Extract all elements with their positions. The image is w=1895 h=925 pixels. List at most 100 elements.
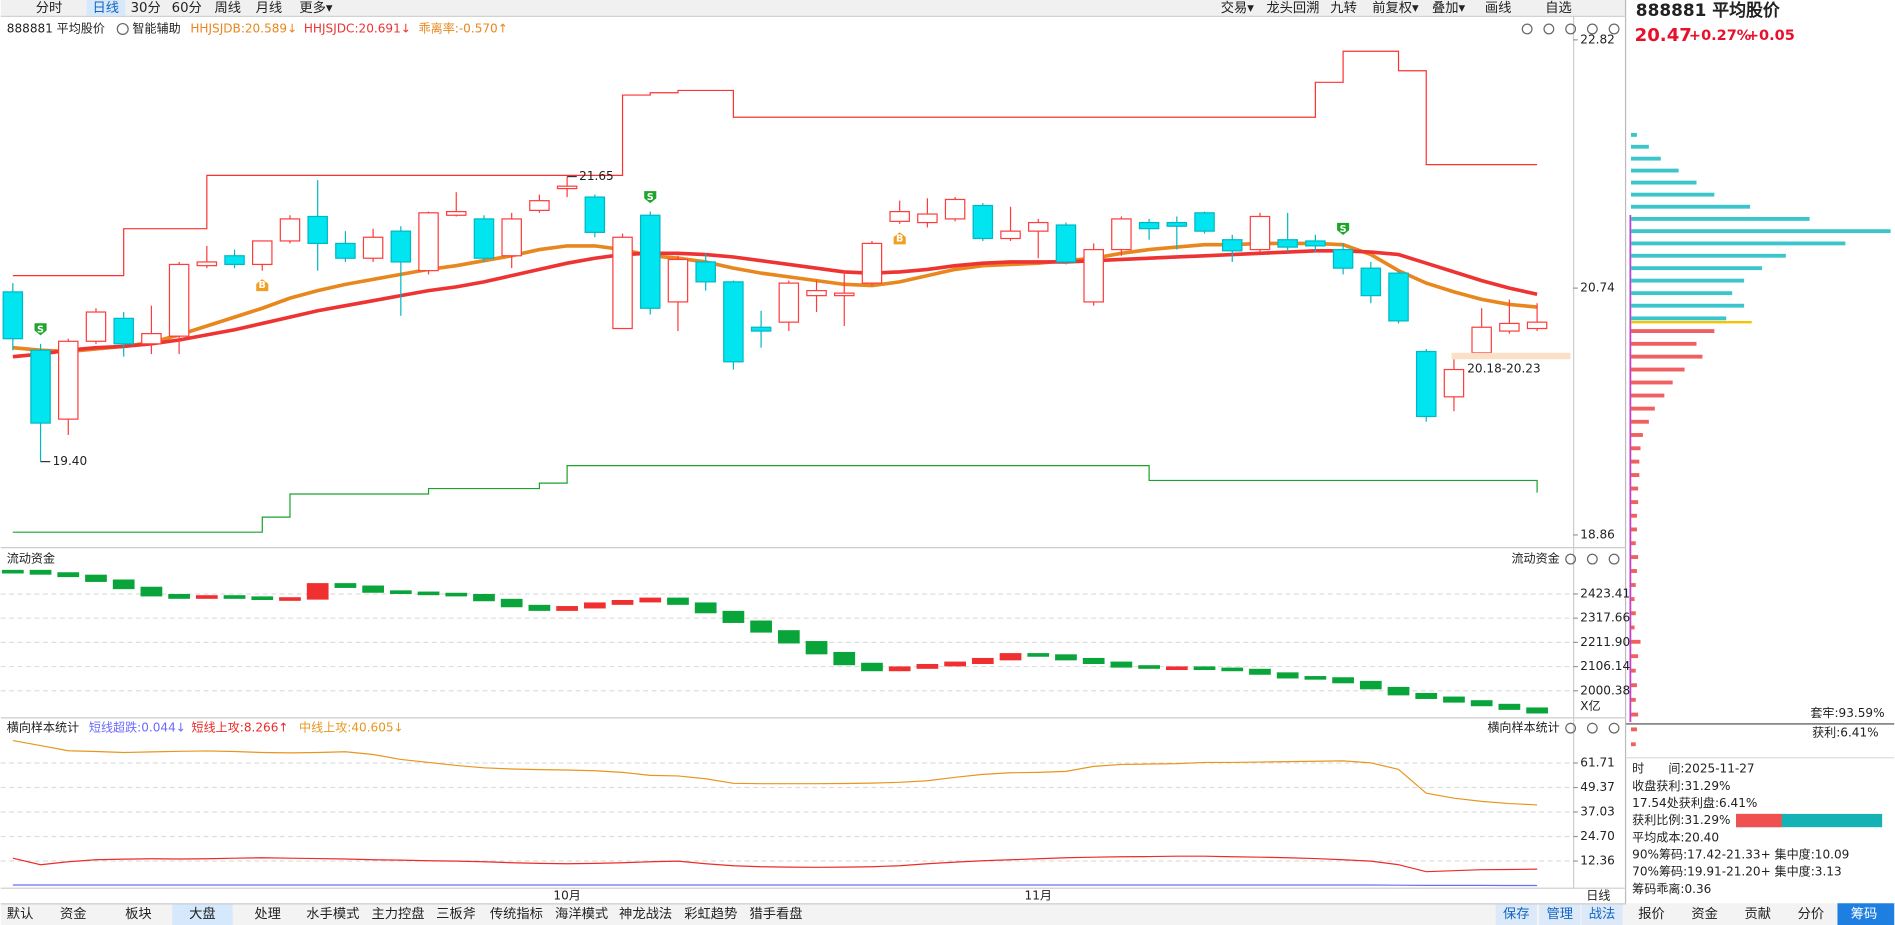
settings-icon[interactable] (1565, 553, 1577, 565)
candle-body (889, 210, 910, 222)
candle-body (473, 218, 495, 259)
candle-body (917, 213, 938, 224)
chip-bar (1630, 253, 1786, 258)
signal-marker (893, 232, 906, 245)
candle-body (972, 204, 994, 240)
quote-price: 20.47 (1635, 25, 1692, 46)
chip-bar (1630, 278, 1745, 283)
legend-entry: 中线上攻:40.605↓ (299, 720, 404, 735)
chip-bar (1630, 144, 1649, 149)
flow-block (971, 657, 994, 664)
bottom-tab-right[interactable]: 管理 (1546, 906, 1573, 922)
candle-body (1360, 267, 1382, 297)
bottom-tab[interactable]: 水手模式 (306, 906, 359, 922)
bottom-tab[interactable]: 板块 (125, 906, 152, 922)
bottom-tab[interactable]: 彩虹趋势 (684, 906, 737, 922)
assist-label[interactable]: 智能辅助 (132, 20, 180, 35)
help-icon[interactable] (1586, 23, 1598, 35)
candle-body (944, 198, 966, 220)
bottom-tab[interactable]: 大盘 (189, 905, 216, 922)
signal-marker (644, 191, 657, 204)
chip-bar (1630, 168, 1679, 173)
toolbar-button[interactable]: 月线 (256, 0, 283, 16)
y-tick-label: 22.82 (1580, 32, 1615, 46)
close-icon[interactable] (1608, 23, 1620, 35)
chip-bar (1630, 341, 1697, 346)
close-icon[interactable] (1608, 722, 1620, 734)
toolbar-button[interactable]: 叠加▾ (1432, 0, 1466, 16)
bottom-tab[interactable]: 三板斧 (436, 906, 476, 922)
flow-block (223, 595, 246, 599)
side-tab[interactable]: 筹码 (1851, 905, 1878, 922)
toolbar-button[interactable]: 前复权▾ (1372, 0, 1419, 16)
zoom-icon[interactable] (1521, 23, 1533, 35)
y-tick-label: 18.86 (1580, 527, 1615, 541)
tab-bg (1581, 904, 1623, 925)
chip-trapped: 套牢:93.59% (1810, 705, 1884, 720)
bottom-tab[interactable]: 猎手看盘 (749, 905, 802, 922)
candle-body (556, 185, 578, 190)
toolbar-button[interactable]: 分时 (36, 0, 63, 16)
bottom-tab[interactable]: 主力控盘 (372, 905, 425, 922)
chip-bar (1630, 367, 1685, 372)
signal-label: S (1340, 224, 1347, 235)
candle-body (667, 258, 689, 303)
candle-body (1221, 239, 1243, 252)
help-icon[interactable] (1586, 553, 1598, 565)
candle-body (1166, 221, 1188, 227)
toolbar-button[interactable]: 九转 (1330, 0, 1357, 16)
panel-icons[interactable] (1521, 23, 1620, 734)
flow-block (694, 602, 717, 614)
side-tab[interactable]: 报价 (1638, 906, 1665, 922)
candle-body (1388, 272, 1409, 322)
candle-body (529, 200, 550, 211)
chip-bar (1630, 446, 1641, 451)
toolbar-button[interactable]: 日线 (93, 0, 120, 16)
candle-body (224, 255, 245, 266)
toolbar-button[interactable]: 周线 (215, 0, 242, 16)
line-series (12, 855, 1538, 873)
candle-body (1305, 240, 1326, 247)
flow-block (833, 651, 856, 666)
toolbar-button[interactable]: 交易▾ (1221, 0, 1255, 16)
toolbar-button[interactable]: 30分 (131, 0, 161, 16)
bottom-tab-right[interactable]: 保存 (1503, 906, 1530, 922)
profit-ratio-bar (1736, 813, 1782, 828)
bottom-tab[interactable]: 资金 (60, 906, 87, 922)
help-icon[interactable] (1586, 722, 1598, 734)
side-tab[interactable]: 贡献 (1745, 906, 1772, 922)
toolbar-button[interactable]: 更多▾ (299, 0, 333, 16)
panel-title-right: 横向样本统计 (1487, 720, 1559, 735)
settings-icon[interactable] (1565, 23, 1577, 35)
flow-block (85, 574, 107, 582)
bottom-tab[interactable]: 处理 (254, 906, 281, 922)
toolbar-button[interactable]: 龙头回溯 (1266, 0, 1319, 16)
flow-block (279, 597, 301, 601)
flow-block (445, 592, 468, 597)
settings-icon[interactable] (1565, 722, 1577, 734)
bottom-tab[interactable]: 海洋模式 (555, 906, 608, 922)
flow-block (112, 579, 135, 590)
toolbar-button[interactable]: 60分 (172, 0, 202, 16)
close-icon[interactable] (1608, 553, 1620, 565)
toolbar-button[interactable]: 画线 (1485, 0, 1512, 16)
candle-body (1111, 218, 1132, 251)
flow-block (528, 604, 551, 611)
bottom-tab[interactable]: 神龙战法 (619, 906, 672, 922)
bottom-tab[interactable]: 传统指标 (490, 906, 543, 922)
chip-bar (1630, 393, 1665, 398)
candle-body (1055, 224, 1077, 263)
chip-info-line: 90%筹码:17.42-21.33+ 集中度:10.09 (1632, 846, 1849, 861)
flow-block (1249, 668, 1271, 675)
flow-block (1276, 672, 1299, 679)
chip-info-line: 时 间:2025-11-27 (1632, 762, 1754, 776)
bottom-tab[interactable]: 默认 (7, 906, 34, 922)
minus-icon[interactable] (1543, 23, 1555, 35)
side-tab[interactable]: 资金 (1691, 906, 1718, 922)
assist-toggle[interactable] (116, 22, 129, 36)
toolbar-button[interactable]: 自选 (1545, 0, 1572, 16)
y-tick-label: 2211.90 (1580, 635, 1630, 649)
bottom-tab-right[interactable]: 战法 (1589, 906, 1616, 922)
side-tab[interactable]: 分价 (1798, 906, 1825, 922)
